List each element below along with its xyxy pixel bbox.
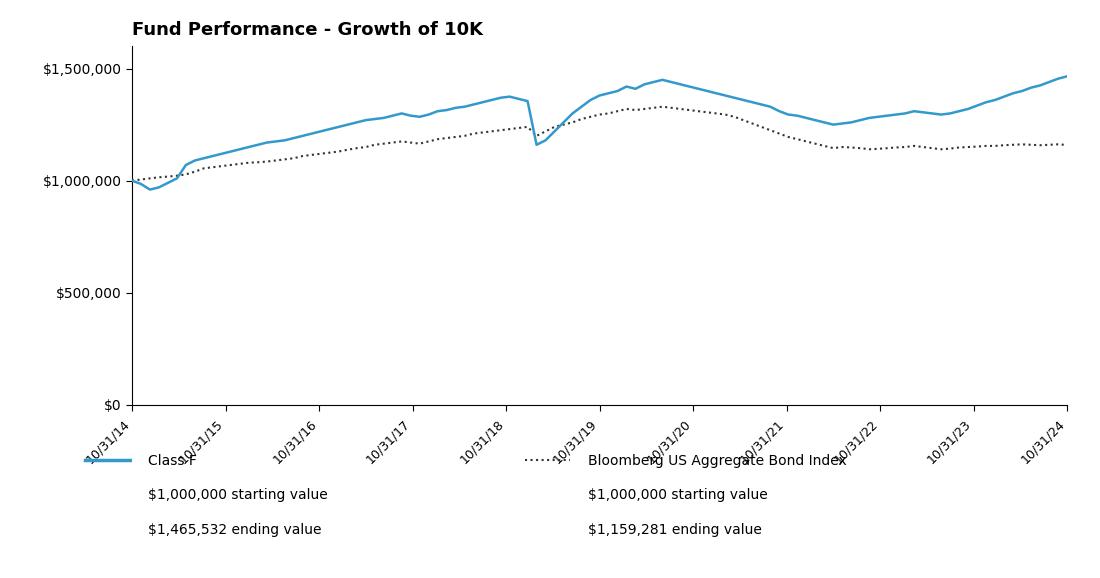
Text: $1,000,000 starting value: $1,000,000 starting value — [148, 488, 328, 502]
Text: $1,159,281 ending value: $1,159,281 ending value — [588, 523, 762, 537]
Text: Class F: Class F — [148, 454, 197, 468]
Text: Fund Performance - Growth of 10K: Fund Performance - Growth of 10K — [132, 21, 483, 39]
Text: $1,000,000 starting value: $1,000,000 starting value — [588, 488, 768, 502]
Text: Bloomberg US Aggregate Bond Index: Bloomberg US Aggregate Bond Index — [588, 454, 847, 468]
Text: $1,465,532 ending value: $1,465,532 ending value — [148, 523, 322, 537]
